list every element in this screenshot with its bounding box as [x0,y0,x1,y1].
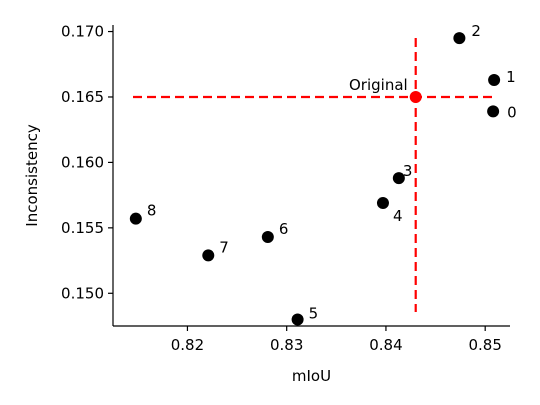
y-tick-label: 0.160 [61,153,104,171]
point-label-3: 3 [403,162,413,180]
point-label-1: 1 [506,68,516,86]
plot-area: 0 1 2 3 4 5 6 7 8 Original [129,22,517,326]
scatter-point-7 [202,249,215,262]
y-tick-label: 0.155 [61,219,104,237]
y-axis-title: Inconsistency [23,124,41,227]
x-tick-label: 0.85 [468,336,501,354]
scatter-point-6 [261,231,274,244]
y-tick-label: 0.170 [61,23,104,41]
axes: 0.82 0.83 0.84 0.85 0.150 0.155 0.160 0.165 0.17… [23,23,510,385]
scatter-point-2 [453,32,466,45]
x-tick-label: 0.84 [369,336,402,354]
point-label-5: 5 [309,304,319,322]
scatter-point-1 [488,73,501,86]
y-tick-label: 0.165 [61,88,104,106]
point-label-2: 2 [471,22,481,40]
original-point [409,90,422,103]
scatter-point-3 [392,172,405,185]
point-label-0: 0 [507,103,517,121]
point-label-6: 6 [279,220,289,238]
scatter-point-8 [129,212,142,225]
point-label-4: 4 [393,207,403,225]
point-label-8: 8 [147,202,157,220]
scatter-point-5 [291,313,304,326]
scatter-point-4 [376,196,389,209]
y-tick-label: 0.150 [61,284,104,302]
x-axis-title: mIoU [292,367,331,385]
x-tick-label: 0.83 [270,336,303,354]
point-label-7: 7 [219,238,229,256]
original-label: Original [349,76,408,94]
scatter-point-0 [487,105,500,118]
x-tick-label: 0.82 [171,336,204,354]
